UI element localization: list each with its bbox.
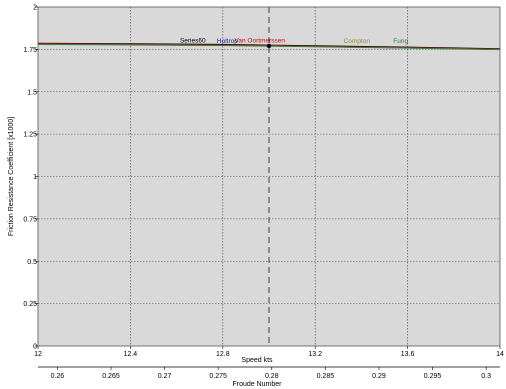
froude-tick-label: 0.29: [372, 373, 386, 380]
y-axis-ticks: 0 0.25 0.5 0.75 1 1.25 1.5 1.75 2: [23, 5, 38, 351]
y-tick-label: 1: [33, 174, 37, 181]
x-axis-ticks: 12 12.4 12.8 13.2 13.6 14: [34, 346, 504, 358]
froude-tick-label: 0.3: [481, 373, 491, 380]
series-label: Fung: [393, 38, 408, 45]
froude-tick-label: 0.27: [158, 373, 172, 380]
froude-tick-label: 0.275: [209, 373, 227, 380]
froude-tick-label: 0.285: [317, 373, 335, 380]
y-tick-label: 2: [33, 5, 37, 12]
x-tick-label: 12: [34, 351, 42, 358]
x-axis-title: Speed kts: [241, 357, 273, 364]
x-tick-label: 12.8: [216, 351, 230, 358]
froude-tick-label: 0.295: [424, 373, 442, 380]
y-tick-label: 0.5: [27, 259, 37, 266]
marker-point: [266, 43, 272, 49]
x-tick-label: 14: [496, 351, 504, 358]
y-tick-label: 0.75: [23, 216, 37, 223]
series-label: Compton: [344, 38, 371, 45]
froude-axis-title: Froude Number: [232, 381, 282, 388]
y-axis-title: Friction Resistance Coefficient [x1000]: [8, 117, 15, 236]
series-label: Series60: [180, 37, 206, 44]
x-tick-label: 13.6: [401, 351, 415, 358]
series-label: Holtrop: [217, 38, 238, 45]
grid: [38, 7, 500, 346]
x-tick-label: 12.4: [124, 351, 138, 358]
series-label: Van Oortmerssen: [235, 38, 286, 45]
y-tick-label: 1.5: [27, 89, 37, 96]
froude-tick-label: 0.26: [51, 373, 65, 380]
froude-tick-label: 0.265: [102, 373, 120, 380]
froude-axis-ticks: 0.26 0.265 0.27 0.275 0.28 0.285 0.29 0.295 0.3: [51, 367, 491, 380]
y-tick-label: 0.25: [23, 301, 37, 308]
y-tick-label: 1.75: [23, 47, 37, 54]
froude-tick-label: 0.28: [265, 373, 279, 380]
y-tick-label: 0: [33, 344, 37, 351]
x-tick-label: 13.2: [308, 351, 322, 358]
series-lines: [37, 42, 501, 51]
y-tick-label: 1.25: [23, 132, 37, 139]
